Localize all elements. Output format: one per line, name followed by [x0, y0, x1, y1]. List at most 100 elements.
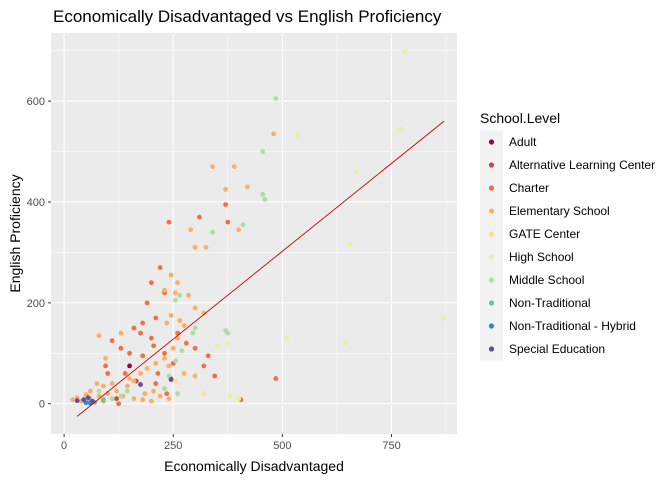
data-point — [162, 287, 167, 293]
legend-label: Special Education — [509, 342, 605, 356]
data-point — [127, 350, 132, 356]
data-point — [343, 340, 349, 346]
data-point — [109, 338, 115, 344]
data-point — [168, 377, 174, 382]
legend-label: Alternative Learning Center — [509, 158, 655, 172]
data-point — [96, 333, 102, 339]
data-point — [114, 388, 119, 394]
data-point — [225, 340, 231, 346]
data-point — [262, 197, 268, 202]
data-point — [192, 373, 198, 379]
data-point — [192, 325, 198, 331]
y-tick-label: 200 — [27, 298, 45, 310]
major-grid — [51, 33, 457, 434]
data-point — [116, 401, 122, 407]
data-point — [271, 131, 277, 137]
data-point — [131, 325, 137, 331]
data-point — [175, 330, 181, 336]
data-point — [214, 343, 220, 349]
legend-label: Charter — [509, 181, 549, 195]
data-point — [138, 330, 143, 336]
data-point — [173, 290, 178, 296]
data-point — [157, 393, 163, 399]
data-point — [201, 391, 207, 397]
data-point — [118, 330, 124, 336]
data-point — [153, 360, 159, 366]
data-point — [153, 315, 159, 321]
chart-title: Economically Disadvantaged vs English Pr… — [53, 7, 442, 26]
data-point — [140, 397, 146, 403]
data-point — [225, 330, 231, 336]
data-point — [138, 371, 143, 376]
data-point — [105, 371, 111, 376]
data-point — [295, 132, 301, 138]
data-point — [192, 345, 198, 351]
data-point — [201, 363, 207, 369]
data-point — [231, 164, 237, 170]
data-point — [354, 169, 359, 175]
data-point — [177, 318, 183, 323]
data-point — [140, 353, 146, 359]
legend-marker — [488, 323, 495, 329]
legend-label: GATE Center — [509, 227, 580, 241]
data-point — [140, 320, 146, 326]
data-point — [166, 373, 172, 379]
data-point — [164, 320, 170, 326]
data-point — [138, 382, 143, 387]
data-point — [131, 396, 137, 402]
data-point — [164, 391, 170, 397]
data-point — [190, 330, 196, 336]
data-point — [157, 265, 163, 270]
data-point — [166, 396, 172, 402]
data-point — [245, 184, 250, 190]
plot-panel — [51, 33, 457, 434]
data-point — [273, 376, 279, 381]
data-point — [114, 396, 119, 402]
data-point — [162, 386, 167, 392]
data-point — [181, 323, 187, 328]
data-point — [144, 300, 150, 306]
data-point — [186, 292, 191, 298]
legend-marker — [488, 139, 495, 145]
x-axis-ticks: 0 250 500 750 — [61, 434, 401, 452]
data-point — [100, 397, 106, 403]
y-tick-label: 400 — [27, 197, 45, 209]
data-point — [284, 335, 290, 341]
data-points — [70, 49, 447, 407]
x-tick-label: 500 — [273, 440, 291, 452]
data-point — [124, 383, 130, 389]
data-point — [227, 393, 233, 399]
data-point — [188, 227, 194, 233]
data-point — [170, 345, 176, 351]
data-point — [149, 280, 154, 286]
data-point — [109, 381, 115, 386]
data-point — [212, 373, 218, 379]
data-point — [173, 358, 178, 364]
data-point — [177, 292, 183, 298]
y-tick-label: 600 — [27, 96, 45, 108]
x-axis-title: Economically Disadvantaged — [164, 458, 344, 474]
y-axis-ticks: 0 200 400 600 — [27, 96, 51, 411]
legend-marker — [488, 231, 495, 237]
data-point — [260, 149, 266, 154]
data-point — [151, 388, 156, 394]
data-point — [149, 335, 154, 341]
x-tick-label: 250 — [164, 440, 182, 452]
data-point — [124, 388, 130, 394]
data-point — [149, 398, 154, 404]
data-point — [397, 126, 403, 132]
legend-label: Middle School — [509, 273, 584, 287]
data-point — [175, 391, 181, 397]
data-point — [441, 315, 447, 321]
data-point — [127, 376, 132, 381]
data-point — [151, 343, 156, 349]
x-tick-label: 0 — [61, 440, 67, 452]
data-point — [155, 371, 161, 376]
data-point — [162, 350, 167, 356]
data-point — [197, 214, 202, 220]
x-tick-label: 750 — [382, 440, 400, 452]
legend: School.Level Adult Alternative Learning C… — [480, 110, 655, 361]
data-point — [74, 398, 80, 404]
data-point — [103, 355, 108, 361]
